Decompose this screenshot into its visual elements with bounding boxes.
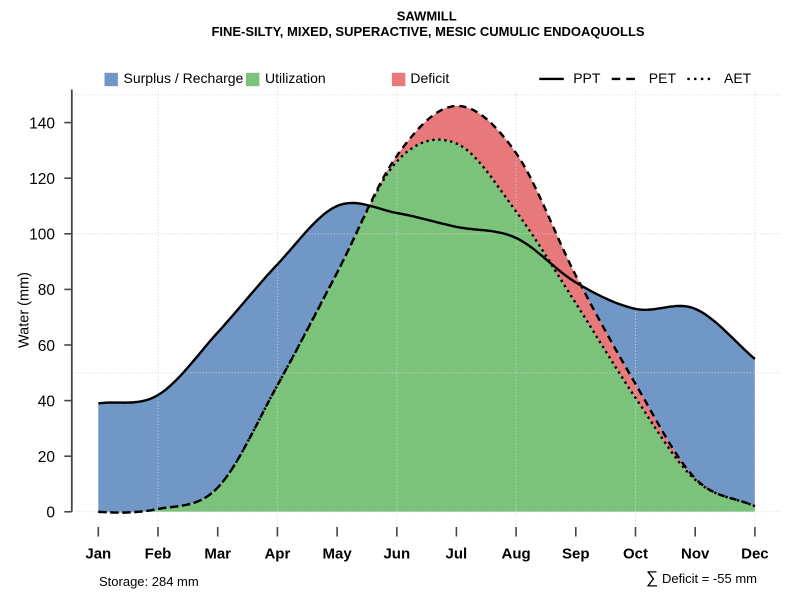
svg-text:Jul: Jul [446,546,468,563]
svg-text:100: 100 [29,227,55,244]
svg-text:Aug: Aug [502,546,531,563]
svg-text:May: May [323,546,353,563]
svg-text:0: 0 [46,505,55,522]
svg-text:Jun: Jun [383,546,410,563]
svg-text:AET: AET [724,70,752,86]
svg-text:Storage: 284 mm: Storage: 284 mm [99,574,199,589]
svg-text:Deficit = -55 mm: Deficit = -55 mm [662,571,757,586]
svg-text:Surplus / Recharge: Surplus / Recharge [124,70,244,86]
svg-text:20: 20 [38,449,56,466]
svg-text:Dec: Dec [741,546,769,563]
svg-text:FINE-SILTY, MIXED, SUPERACTIVE: FINE-SILTY, MIXED, SUPERACTIVE, MESIC CU… [211,24,644,39]
svg-text:∑: ∑ [646,568,658,587]
svg-text:PPT: PPT [573,70,601,86]
svg-text:80: 80 [38,282,56,299]
svg-text:60: 60 [38,338,56,355]
svg-text:Deficit: Deficit [410,70,449,86]
svg-text:Utilization: Utilization [265,70,326,86]
svg-text:40: 40 [38,393,56,410]
svg-text:140: 140 [29,115,55,132]
svg-text:Sep: Sep [562,546,590,563]
svg-text:120: 120 [29,171,55,188]
svg-text:PET: PET [649,70,677,86]
svg-text:SAWMILL: SAWMILL [397,9,457,24]
svg-text:Mar: Mar [204,546,231,563]
svg-text:Apr: Apr [264,546,290,563]
svg-text:Oct: Oct [623,546,648,563]
svg-text:Nov: Nov [681,546,710,563]
svg-text:Water (mm): Water (mm) [17,272,33,348]
svg-text:Jan: Jan [85,546,111,563]
svg-text:Feb: Feb [145,546,172,563]
